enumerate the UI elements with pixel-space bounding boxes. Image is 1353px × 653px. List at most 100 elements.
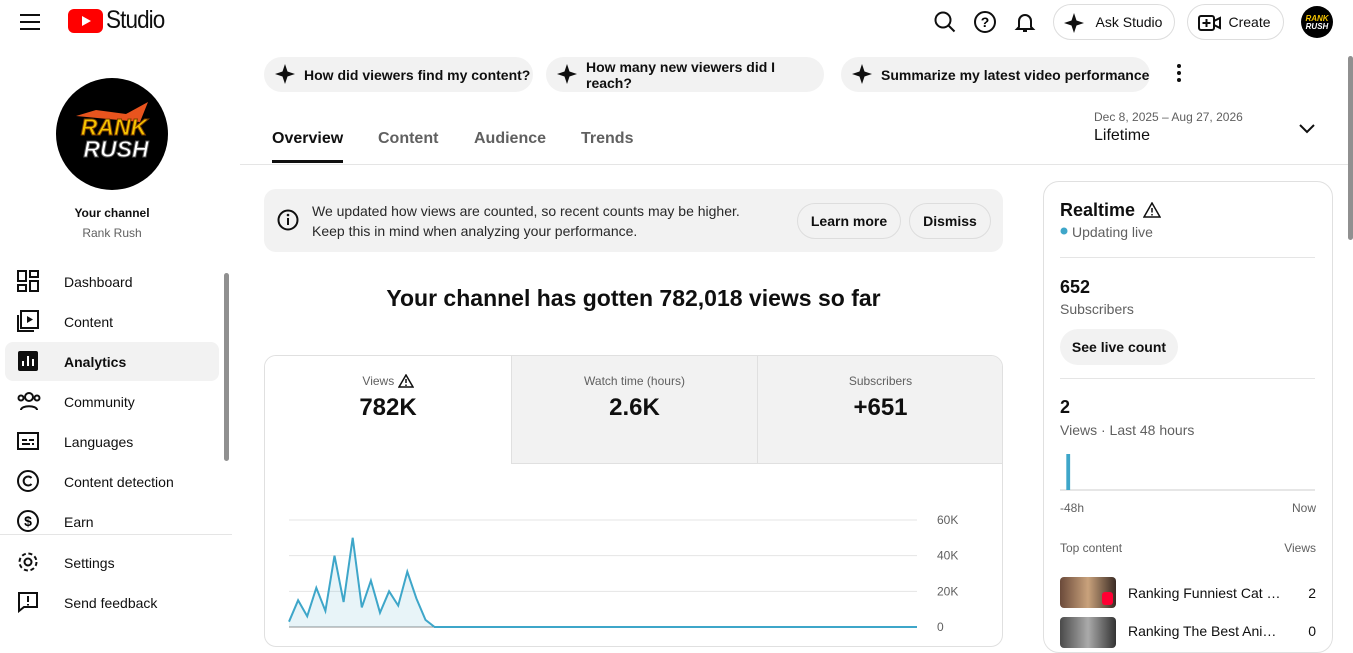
logo-text: Studio [106, 6, 165, 34]
sparkle-icon [852, 64, 872, 84]
nav-item[interactable]: Send feedback [5, 583, 219, 622]
tab-underline [272, 160, 343, 163]
create-label: Create [1228, 14, 1271, 30]
nav-label: Send feedback [64, 594, 158, 611]
views-label: Views · Last 48 hours [1060, 422, 1195, 438]
metric-label: Watch time (hours) [584, 374, 685, 388]
dashboard-icon [17, 270, 39, 292]
realtime-title: Realtime [1060, 200, 1136, 220]
more-icon[interactable] [1169, 62, 1189, 84]
dropdown-icon[interactable] [1298, 122, 1316, 136]
bar [1066, 454, 1071, 490]
ask-studio-button[interactable]: Ask Studio [1053, 4, 1175, 40]
banner-text: We updated how views are counted, so rec… [312, 203, 740, 219]
video-title[interactable]: Ranking The Best Ani… [1128, 623, 1277, 639]
subscriber-label: Subscribers [1060, 301, 1134, 317]
views-line [288, 537, 917, 628]
metric-value: +651 [853, 394, 908, 421]
divider [1060, 378, 1315, 379]
metric-tab[interactable]: Views 782K [265, 356, 511, 464]
sparkle-icon [557, 64, 577, 84]
nav-label: Analytics [64, 353, 127, 370]
nav-label: Languages [64, 433, 134, 450]
nav-label: Community [64, 393, 135, 410]
top-content-label: Top content [1060, 541, 1123, 555]
headline: Your channel has gotten 782,018 views so… [386, 285, 881, 311]
create-icon [1198, 15, 1221, 31]
svg-text:RANK: RANK [81, 114, 149, 140]
suggestion-chip[interactable]: How did viewers find my content? [264, 57, 533, 92]
youtube-logo[interactable] [68, 9, 104, 33]
live-dot [1060, 227, 1068, 235]
create-button[interactable]: Create [1187, 4, 1284, 40]
settings-icon [18, 552, 38, 572]
svg-text:?: ? [981, 14, 990, 30]
video-views: 0 [1308, 623, 1316, 639]
line-area [289, 537, 917, 627]
nav-item[interactable]: Community [5, 382, 219, 421]
chip-label: How many new viewers did I reach? [586, 58, 776, 91]
metric-label: Subscribers [848, 374, 913, 388]
info-icon [277, 209, 299, 231]
scrollbar[interactable] [224, 273, 229, 461]
metric-tab[interactable]: Watch time (hours) 2.6K [511, 356, 757, 464]
nav-item[interactable]: Settings [5, 543, 219, 582]
date-period[interactable]: Lifetime [1094, 127, 1151, 144]
nav-item[interactable]: Languages [5, 422, 219, 461]
nav-item[interactable]: $ Earn [5, 502, 219, 541]
views-chart: 0 20K 40K 60K [288, 513, 958, 634]
date-range: Dec 8, 2025 – Aug 27, 2026 [1094, 110, 1243, 124]
metric-value: 782K [359, 394, 417, 421]
learn-more-button[interactable]: Learn more [797, 203, 901, 239]
page: {"header": {"logo": "Studio", "ask": "As… [0, 4, 1353, 653]
nav-item[interactable]: Content detection [5, 462, 219, 501]
video-title[interactable]: Ranking Funniest Cat … [1128, 585, 1281, 601]
tab[interactable]: Overview [272, 130, 344, 147]
notifications-icon[interactable] [1013, 10, 1037, 34]
warning-icon [397, 373, 414, 388]
tab[interactable]: Audience [474, 130, 547, 147]
views-count: 2 [1060, 397, 1071, 417]
suggestion-chip[interactable]: How many new viewers did I reach? [546, 57, 824, 92]
nav-item[interactable]: Content [5, 302, 219, 341]
analytics-icon [18, 351, 38, 371]
svg-text:RANK: RANK [1305, 14, 1329, 23]
nav-item[interactable]: Analytics [5, 342, 219, 381]
y-tick-label: 60K [937, 513, 958, 527]
chip-label: How did viewers find my content? [304, 66, 531, 83]
banner-text: Keep this in mind when analyzing your pe… [312, 223, 638, 239]
search-icon[interactable] [933, 10, 957, 34]
y-tick-label: 40K [937, 549, 958, 563]
video-views: 2 [1308, 585, 1316, 601]
ask-studio-label: Ask Studio [1095, 14, 1163, 30]
page-scrollbar[interactable] [1348, 56, 1353, 240]
svg-text:$: $ [24, 513, 32, 529]
nav-label: Content detection [64, 473, 174, 490]
channel-name: Rank Rush [82, 226, 142, 240]
warning-icon [1143, 202, 1161, 218]
nav-item[interactable]: Dashboard [5, 262, 219, 301]
realtime-status: Updating live [1072, 224, 1153, 240]
y-tick-label: 20K [937, 584, 958, 598]
dismiss-button[interactable]: Dismiss [909, 203, 991, 239]
languages-icon [17, 432, 39, 450]
menu-icon[interactable] [18, 12, 42, 32]
suggestion-chip[interactable]: Summarize my latest video performance [841, 57, 1150, 92]
tab[interactable]: Trends [581, 130, 634, 147]
channel-label: Your channel [74, 206, 150, 220]
live-count-button[interactable]: See live count [1060, 329, 1178, 365]
axis-start: -48h [1060, 501, 1085, 515]
metrics-card: Views 782K Watch time (hours) 2.6K Subsc… [264, 355, 1003, 647]
metric-label: Views [265, 373, 511, 388]
realtime-chart [1060, 454, 1315, 491]
earn-icon: $ [17, 510, 39, 532]
tab[interactable]: Content [378, 130, 439, 147]
copyright-icon [17, 470, 39, 492]
help-icon[interactable]: ? [973, 10, 997, 34]
community-icon [17, 392, 41, 411]
divider [1060, 257, 1315, 258]
subscriber-count: 652 [1060, 277, 1091, 297]
metric-tab[interactable]: Subscribers +651 [757, 356, 1002, 464]
